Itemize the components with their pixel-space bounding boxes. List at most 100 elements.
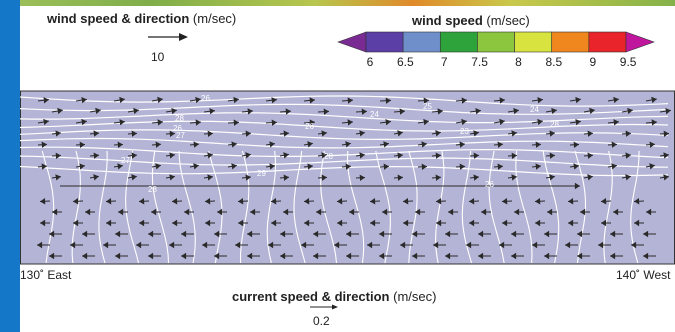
vector-arrow (241, 174, 251, 181)
vector-arrow (113, 119, 125, 126)
isotherm-line (542, 150, 560, 264)
vector-arrow (455, 118, 467, 126)
vector-arrow (393, 174, 404, 181)
contour-label: 25 (423, 102, 432, 111)
vector-arrow (172, 219, 182, 227)
vector-arrow (659, 107, 671, 115)
vector-arrow (431, 152, 442, 159)
vector-arrow (531, 118, 543, 126)
vector-arrow (598, 241, 611, 249)
vector-arrow (303, 119, 316, 126)
isotherm-line (408, 150, 418, 264)
vector-arrow (203, 130, 214, 137)
vector-arrow (469, 152, 480, 159)
vector-arrow (445, 230, 458, 238)
isotherm-line (488, 150, 505, 264)
current-ref-value: 0.2 (313, 314, 330, 328)
vector-arrow (545, 152, 556, 159)
isotherm-line (20, 146, 669, 159)
vector-arrow (634, 219, 644, 227)
vector-arrow (214, 252, 227, 260)
wind-vector-legend-title: wind speed & direction (m/sec) (47, 11, 236, 26)
contour-label: 27 (176, 131, 185, 140)
vector-arrow (37, 241, 50, 249)
vector-arrow (75, 163, 85, 170)
vector-arrow (189, 96, 201, 104)
vector-arrow (469, 108, 481, 115)
vector-arrow (532, 241, 545, 249)
current-title-bold: current speed & direction (232, 289, 390, 304)
wind-vector-ref-value: 10 (151, 50, 165, 64)
vector-arrow (659, 130, 670, 137)
colorbar-tick-label: 8 (515, 55, 522, 69)
wind-speed-title-unit: (m/sec) (486, 13, 530, 28)
vector-arrow (507, 130, 517, 137)
vector-arrow (127, 152, 138, 159)
vector-arrow (49, 252, 62, 260)
vector-arrow (355, 174, 366, 181)
vector-arrow (265, 119, 278, 126)
vector-arrow (417, 141, 427, 148)
vector-arrow (148, 252, 161, 260)
vector-arrow (235, 241, 248, 249)
vector-arrow (370, 219, 380, 227)
contour-label: 26 (173, 124, 182, 133)
vector-arrow (355, 152, 365, 159)
vector-arrow (204, 198, 216, 205)
vector-arrow (448, 208, 458, 216)
vector-arrow (283, 208, 293, 216)
vector-arrow (60, 182, 580, 190)
vector-arrow (341, 141, 351, 148)
vector-arrow (621, 107, 633, 115)
vector-arrow (52, 208, 62, 216)
vector-arrow (607, 141, 618, 148)
colorbar-tick-label: 7.5 (471, 55, 488, 69)
vector-arrow (346, 252, 359, 260)
vector-arrow (51, 152, 62, 159)
vector-arrow (241, 152, 251, 159)
vector-arrow (379, 119, 391, 126)
vector-arrow (303, 198, 315, 205)
isotherm-line (208, 150, 223, 264)
vector-arrow (127, 174, 137, 181)
vector-arrow (265, 163, 275, 170)
colorbar-tick-label: 9.5 (619, 55, 637, 69)
map-west-longitude-label: 130˚ East (20, 268, 72, 282)
left-accent-bar (0, 0, 20, 332)
isotherm-line (239, 150, 250, 264)
vector-arrow (250, 208, 260, 216)
vector-arrow (544, 252, 557, 260)
vector-arrow (184, 208, 194, 216)
vector-arrow (507, 152, 518, 159)
vector-arrow (645, 96, 657, 104)
vector-arrow (355, 108, 368, 115)
vector-arrow (181, 252, 194, 260)
vector-arrow (280, 252, 293, 260)
vector-arrow (151, 163, 161, 170)
vector-arrow (577, 230, 590, 238)
vector-arrow (633, 198, 645, 205)
vector-arrow (127, 107, 139, 115)
vector-arrow (601, 219, 611, 227)
vector-arrow (51, 130, 61, 137)
vector-arrow (645, 163, 655, 170)
isotherm-line (20, 112, 669, 124)
vector-arrow (106, 219, 116, 227)
vector-arrow (431, 174, 442, 181)
vector-arrow (151, 119, 163, 126)
vector-arrow (151, 141, 162, 148)
vector-arrow (279, 174, 290, 181)
isotherm-line (346, 150, 365, 264)
contour-label: 24 (370, 110, 379, 119)
vector-arrow (431, 108, 443, 115)
vector-arrow (493, 118, 505, 126)
vector-arrow (334, 241, 347, 249)
vector-arrow (583, 107, 595, 115)
vector-arrow (72, 198, 84, 205)
vector-arrow (268, 241, 281, 249)
vector-arrow (468, 198, 480, 205)
vector-arrow (499, 241, 512, 249)
vector-arrow (265, 141, 275, 148)
vector-arrow (531, 97, 543, 104)
vector-arrow (341, 97, 354, 104)
